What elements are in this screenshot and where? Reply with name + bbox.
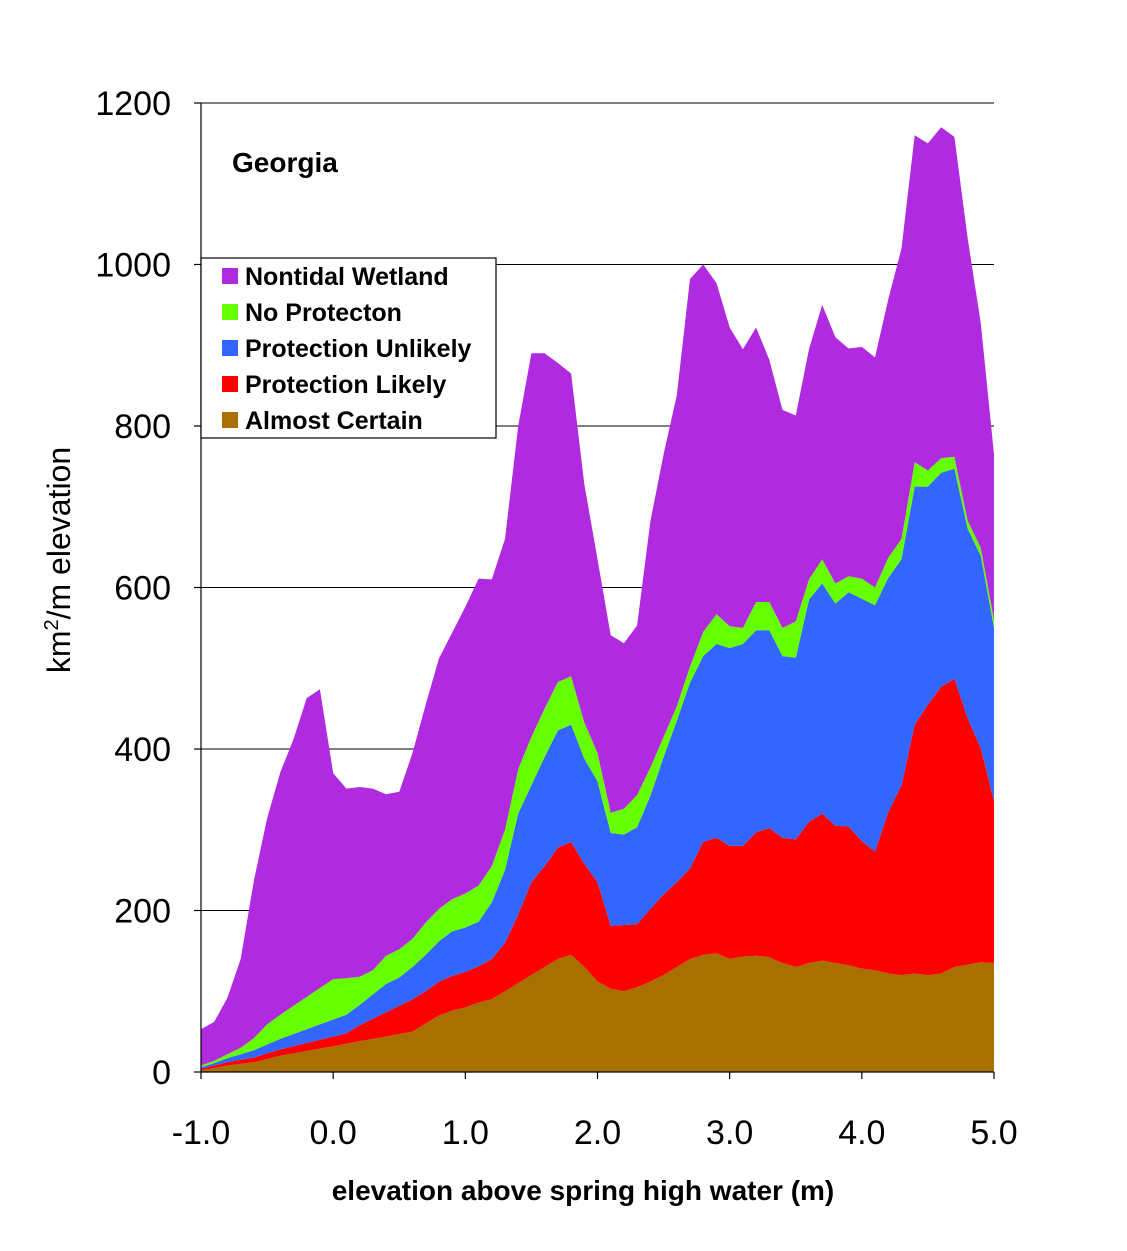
y-tick-label: 1000	[95, 247, 171, 285]
area-almost-certain	[201, 953, 994, 1072]
legend-swatch-protection-unlikely	[222, 340, 238, 356]
y-tick-label: 600	[114, 570, 171, 608]
y-tick-label: 200	[114, 893, 171, 931]
legend-box	[200, 257, 497, 439]
y-axis-title-rest: /m elevation	[41, 447, 77, 620]
legend-swatch-protection-likely	[222, 376, 238, 392]
area-no-protecton	[201, 456, 994, 1068]
y-axis-title-base: km	[41, 631, 77, 674]
legend-label-nontidal-wetland: Nontidal Wetland	[245, 263, 449, 291]
x-tick-label: 3.0	[706, 1114, 753, 1152]
chart-annotation: Georgia	[232, 147, 338, 178]
area-protection-unlikely	[201, 468, 994, 1069]
plot-areas	[201, 127, 994, 1072]
legend-swatch-nontidal-wetland	[222, 268, 238, 284]
y-tick-label: 0	[152, 1054, 171, 1092]
x-tick-label: 2.0	[574, 1114, 621, 1152]
x-tick-label: 1.0	[442, 1114, 489, 1152]
y-tick-label: 400	[114, 731, 171, 769]
axis-ticks: 0 200 400 600 800 1000 1200 -1.0 0.0 1.0 2.0 3.0 4.0…	[95, 85, 1017, 1152]
legend: Nontidal Wetland No Protecton Protection U…	[200, 257, 497, 439]
legend-label-no-protecton: No Protecton	[245, 299, 402, 327]
x-tick-label: 4.0	[838, 1114, 885, 1152]
x-tick-label: 5.0	[970, 1114, 1017, 1152]
x-axis-title: elevation above spring high water (m)	[332, 1175, 835, 1206]
y-axis-title: km2/m elevation	[41, 447, 77, 673]
legend-swatch-almost-certain	[222, 412, 238, 428]
area-protection-likely	[201, 678, 994, 1071]
legend-label-almost-certain: Almost Certain	[245, 407, 423, 435]
legend-swatch-no-protecton	[222, 304, 238, 320]
y-tick-label: 800	[114, 408, 171, 446]
y-tick-label: 1200	[95, 85, 171, 123]
x-tick-label: 0.0	[310, 1114, 357, 1152]
area-nontidal-wetland	[201, 127, 994, 1066]
legend-label-protection-unlikely: Protection Unlikely	[245, 335, 472, 363]
legend-label-protection-likely: Protection Likely	[245, 371, 447, 399]
y-axis-title-sup: 2	[41, 619, 63, 630]
x-tick-label: -1.0	[172, 1114, 231, 1152]
